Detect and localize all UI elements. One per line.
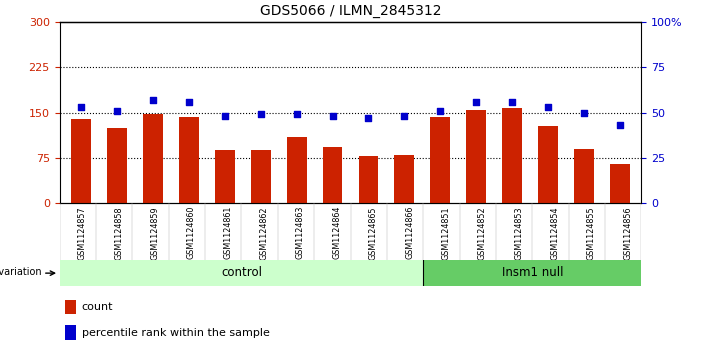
Point — [76, 104, 87, 110]
Bar — [179, 117, 199, 203]
Bar — [610, 164, 629, 203]
Bar — [430, 117, 450, 203]
Text: control: control — [221, 266, 262, 279]
Text: genotype/variation: genotype/variation — [0, 267, 42, 277]
Text: GSM1124860: GSM1124860 — [187, 206, 196, 260]
Bar — [574, 149, 594, 203]
Text: GSM1124855: GSM1124855 — [587, 206, 596, 260]
Text: GSM1124862: GSM1124862 — [259, 206, 268, 260]
Text: GSM1124861: GSM1124861 — [223, 206, 232, 260]
Text: GSM1124856: GSM1124856 — [623, 206, 632, 260]
Bar — [502, 108, 522, 203]
Bar — [215, 150, 235, 203]
Bar — [287, 137, 306, 203]
Bar — [60, 260, 423, 286]
Text: GSM1124859: GSM1124859 — [151, 206, 160, 260]
Bar — [538, 126, 558, 203]
Text: GSM1124866: GSM1124866 — [405, 206, 414, 260]
Text: Insm1 null: Insm1 null — [502, 266, 563, 279]
Point — [399, 113, 410, 119]
Point — [614, 122, 625, 128]
Point — [435, 108, 446, 114]
Bar — [65, 300, 76, 314]
Bar — [466, 110, 486, 203]
Bar — [72, 119, 91, 203]
Text: GSM1124853: GSM1124853 — [514, 206, 523, 260]
Point — [183, 99, 194, 105]
Text: percentile rank within the sample: percentile rank within the sample — [82, 327, 270, 338]
Text: GSM1124863: GSM1124863 — [296, 206, 305, 260]
Point — [470, 99, 482, 105]
Title: GDS5066 / ILMN_2845312: GDS5066 / ILMN_2845312 — [260, 4, 441, 18]
Bar — [143, 114, 163, 203]
Bar — [322, 147, 342, 203]
Point — [219, 113, 231, 119]
Point — [111, 108, 123, 114]
Bar — [107, 128, 127, 203]
Text: GSM1124857: GSM1124857 — [78, 206, 87, 260]
Point — [363, 115, 374, 121]
Point — [543, 104, 554, 110]
Bar — [395, 155, 414, 203]
Point — [291, 111, 302, 117]
Point — [578, 110, 590, 115]
Text: GSM1124865: GSM1124865 — [369, 206, 378, 260]
Text: GSM1124852: GSM1124852 — [478, 206, 486, 260]
Bar — [251, 150, 271, 203]
Point — [255, 111, 266, 117]
Text: GSM1124858: GSM1124858 — [114, 206, 123, 260]
Bar — [359, 156, 379, 203]
Bar — [423, 260, 641, 286]
Text: GSM1124864: GSM1124864 — [332, 206, 341, 260]
Point — [147, 97, 158, 103]
Text: GSM1124854: GSM1124854 — [550, 206, 559, 260]
Text: count: count — [82, 302, 113, 312]
Point — [327, 113, 338, 119]
Text: GSM1124851: GSM1124851 — [442, 206, 451, 260]
Point — [507, 99, 518, 105]
Bar — [65, 326, 76, 340]
